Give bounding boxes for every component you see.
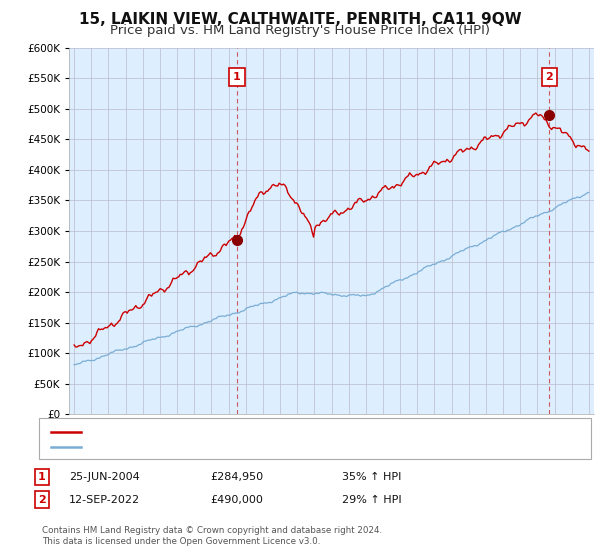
Text: Price paid vs. HM Land Registry's House Price Index (HPI): Price paid vs. HM Land Registry's House … [110, 24, 490, 36]
Text: 35% ↑ HPI: 35% ↑ HPI [342, 472, 401, 482]
Text: £284,950: £284,950 [210, 472, 263, 482]
Text: 29% ↑ HPI: 29% ↑ HPI [342, 494, 401, 505]
Text: 15, LAIKIN VIEW, CALTHWAITE, PENRITH, CA11 9QW: 15, LAIKIN VIEW, CALTHWAITE, PENRITH, CA… [79, 12, 521, 27]
Text: 1: 1 [233, 72, 241, 82]
Text: 12-SEP-2022: 12-SEP-2022 [69, 494, 140, 505]
Text: 1: 1 [38, 472, 46, 482]
Text: 15, LAIKIN VIEW, CALTHWAITE, PENRITH, CA11 9QW (detached house): 15, LAIKIN VIEW, CALTHWAITE, PENRITH, CA… [87, 427, 437, 437]
Text: 25-JUN-2004: 25-JUN-2004 [69, 472, 140, 482]
Text: 2: 2 [545, 72, 553, 82]
Text: £490,000: £490,000 [210, 494, 263, 505]
Text: Contains HM Land Registry data © Crown copyright and database right 2024.
This d: Contains HM Land Registry data © Crown c… [42, 526, 382, 546]
Text: 2: 2 [38, 494, 46, 505]
Text: HPI: Average price, detached house, Westmorland and Furness: HPI: Average price, detached house, West… [87, 441, 401, 451]
